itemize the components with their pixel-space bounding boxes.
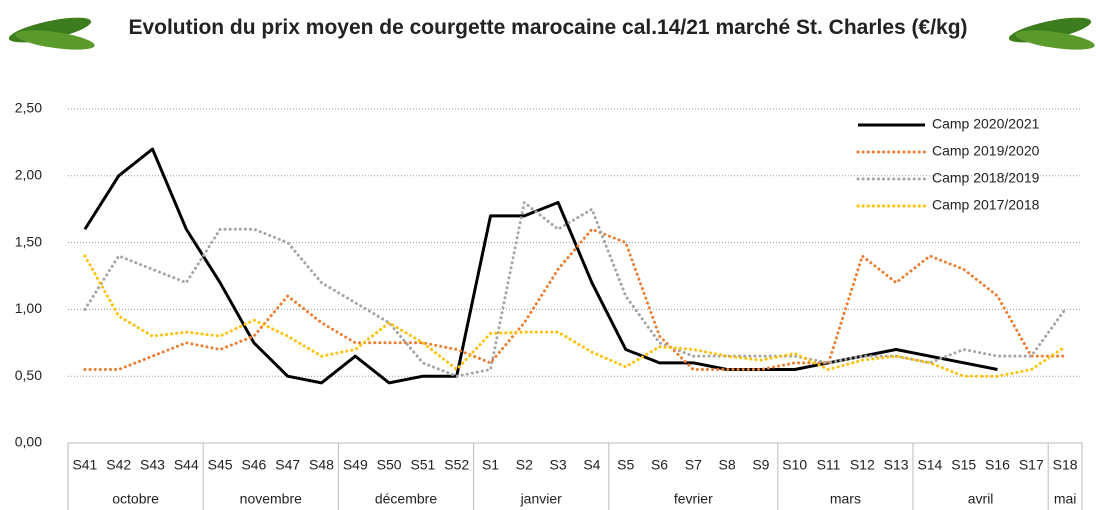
x-tick-label: S15 — [951, 457, 976, 473]
x-tick-label: S9 — [752, 457, 769, 473]
x-tick-label: S10 — [782, 457, 807, 473]
x-tick-label: S45 — [208, 457, 233, 473]
group-label: janvier — [520, 491, 563, 507]
x-tick-label: S41 — [72, 457, 97, 473]
x-tick-label: S7 — [685, 457, 702, 473]
x-tick-label: S8 — [719, 457, 736, 473]
x-tick-label: S2 — [516, 457, 533, 473]
chart: 0,00 0,50 1,00 1,50 2,00 2,50 S41 S42 S43 S44 S45 S… — [0, 0, 1096, 510]
group-label: mars — [830, 491, 861, 507]
series-line — [85, 256, 1065, 376]
x-tick-label: S48 — [309, 457, 334, 473]
y-tick-label: 2,50 — [15, 100, 42, 116]
group-label: décembre — [375, 491, 437, 507]
zucchini-right — [1007, 12, 1096, 53]
y-tick-label: 0,50 — [15, 367, 42, 383]
legend-label: Camp 2020/2021 — [932, 116, 1040, 132]
group-label: fevrier — [674, 491, 713, 507]
group-label: octobre — [112, 491, 159, 507]
y-tick-label: 2,00 — [15, 167, 42, 183]
group-label: mai — [1054, 491, 1077, 507]
legend-label: Camp 2018/2019 — [932, 170, 1040, 186]
y-tick-label: 1,50 — [15, 233, 42, 249]
x-tick-label: S49 — [343, 457, 368, 473]
x-tick-label: S4 — [583, 457, 600, 473]
x-tick-label: S3 — [550, 457, 567, 473]
x-tick-label: S51 — [410, 457, 435, 473]
legend-label: Camp 2019/2020 — [932, 143, 1040, 159]
x-tick-label: S1 — [482, 457, 499, 473]
chart-title: Evolution du prix moyen de courgette mar… — [110, 12, 986, 43]
x-tick-label: S11 — [817, 457, 841, 473]
x-tick-label: S6 — [651, 457, 668, 473]
series-line — [85, 229, 1065, 369]
x-tick-label: S13 — [884, 457, 909, 473]
group-label: avril — [968, 491, 994, 507]
x-tick-label: S17 — [1019, 457, 1044, 473]
x-tick-label: S50 — [377, 457, 402, 473]
x-tick-label: S43 — [140, 457, 165, 473]
x-tick-label: S16 — [985, 457, 1010, 473]
page: 0,00 0,50 1,00 1,50 2,00 2,50 S41 S42 S43 S44 S45 S… — [0, 0, 1096, 510]
series-line — [85, 203, 1065, 377]
x-tick-label: S18 — [1053, 457, 1078, 473]
x-tick-label: S44 — [174, 457, 199, 473]
zucchini-left — [7, 12, 96, 53]
y-tick-label: 1,00 — [15, 300, 42, 316]
x-tick-label: S5 — [617, 457, 634, 473]
x-tick-label: S52 — [444, 457, 469, 473]
x-tick-label: S46 — [241, 457, 266, 473]
x-tick-label: S14 — [917, 457, 942, 473]
y-tick-label: 0,00 — [15, 434, 42, 450]
x-tick-label: S12 — [850, 457, 875, 473]
group-label: novembre — [240, 491, 302, 507]
x-tick-label: S47 — [275, 457, 300, 473]
x-tick-label: S42 — [106, 457, 131, 473]
legend-label: Camp 2017/2018 — [932, 197, 1040, 213]
